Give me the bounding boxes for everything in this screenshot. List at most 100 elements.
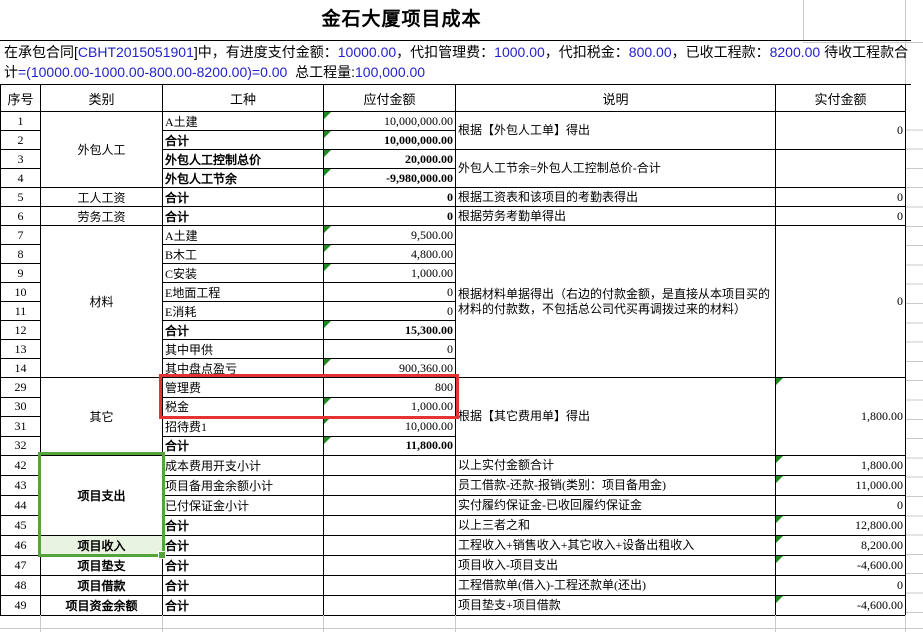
cell-row-number[interactable]: 10 [0,282,41,302]
cell-job[interactable]: C安装 [162,263,324,283]
cell-row-number[interactable]: 11 [0,301,41,321]
cell-row-number[interactable]: 49 [0,595,41,616]
col-header-amount-paid[interactable]: 实付金额 [775,84,906,112]
cell-amount-paid[interactable]: 0 [775,206,906,226]
cell-row-number[interactable]: 13 [0,339,41,359]
cell-amount-paid[interactable]: 11,000.00 [775,475,906,496]
cell-amount-paid[interactable]: 0 [775,575,906,596]
cell-amount-paid[interactable]: 1,800.00 [775,455,906,476]
cell-amount-due[interactable]: 0 [323,282,456,302]
cell-amount-due[interactable]: -9,980,000.00 [323,168,456,188]
cell-amount-due[interactable]: 10,000.00 [323,416,456,437]
cell-amount-due[interactable]: 15,300.00 [323,320,456,340]
cell-job[interactable]: E地面工程 [162,282,324,302]
cell-job[interactable]: 已付保证金小计 [162,495,324,516]
cell-note[interactable]: 根据【外包人工单】得出 [455,111,776,150]
cell-note[interactable]: 外包人工节余=外包人工控制总价-合计 [455,149,776,188]
cell-amount-due[interactable]: 900,360.00 [323,358,456,378]
cell-amount-due[interactable] [323,475,456,496]
cell-row-number[interactable]: 12 [0,320,41,340]
cell-row-number[interactable]: 45 [0,515,41,536]
cell-amount-paid[interactable]: 0 [775,187,906,207]
cell-row-number[interactable]: 31 [0,416,41,437]
cell-amount-due[interactable] [323,575,456,596]
cell-note[interactable]: 根据工资表和该项目的考勤表得出 [455,187,776,207]
cell-row-number[interactable]: 3 [0,149,41,169]
cell-row-number[interactable]: 30 [0,396,41,417]
cell-category[interactable]: 外包人工 [40,111,163,188]
cell-job[interactable]: 外包人工控制总价 [162,149,324,169]
cell-amount-due[interactable]: 0 [323,301,456,321]
cell-category[interactable]: 项目垫支 [40,555,163,576]
cell-row-number[interactable]: 1 [0,111,41,131]
cell-job[interactable]: 其中甲供 [162,339,324,359]
cell-amount-due[interactable]: 20,000.00 [323,149,456,169]
cell-category[interactable]: 项目支出 [40,455,163,536]
cell-row-number[interactable]: 43 [0,475,41,496]
cell-row-number[interactable]: 29 [0,377,41,398]
cell-note[interactable]: 工程借款单(借入)-工程还款单(还出) [455,575,776,596]
cell-note[interactable]: 项目收入-项目支出 [455,555,776,576]
cell-row-number[interactable]: 48 [0,575,41,596]
cell-job[interactable]: 合计 [162,435,324,456]
col-header-category[interactable]: 类别 [40,84,163,112]
cell-amount-due[interactable] [323,515,456,536]
cell-amount-due[interactable]: 9,500.00 [323,225,456,245]
cell-job[interactable]: 招待费1 [162,416,324,437]
cell-note[interactable]: 根据材料单据得出（右边的付款金额，是直接从本项目买的材料的付款数，不包括总公司代… [455,225,776,378]
cell-job[interactable]: 项目备用金余额小计 [162,475,324,496]
cell-note[interactable]: 以上实付金额合计 [455,455,776,476]
cell-job[interactable]: E消耗 [162,301,324,321]
cell-note[interactable]: 项目垫支+项目借款 [455,595,776,616]
cell-category[interactable]: 项目借款 [40,575,163,596]
cell-amount-paid[interactable]: -4,600.00 [775,595,906,616]
cell-row-number[interactable]: 8 [0,244,41,264]
cell-amount-due[interactable] [323,595,456,616]
cell-row-number[interactable]: 32 [0,435,41,456]
cell-job[interactable]: 合计 [162,555,324,576]
cell-job[interactable]: 税金 [162,396,324,417]
cell-row-number[interactable]: 47 [0,555,41,576]
cell-amount-paid[interactable]: 1,800.00 [775,377,906,456]
cell-amount-due[interactable]: 0 [323,339,456,359]
selection-fill-handle[interactable] [158,551,166,559]
col-header-job[interactable]: 工种 [162,84,324,112]
cell-amount-due[interactable]: 0 [323,206,456,226]
cell-row-number[interactable]: 44 [0,495,41,516]
cell-job[interactable]: 成本费用开支小计 [162,455,324,476]
cell-amount-paid[interactable]: 0 [775,111,906,150]
cell-note[interactable]: 根据【其它费用单】得出 [455,377,776,456]
cell-amount-paid[interactable]: 0 [775,225,906,378]
cell-amount-paid[interactable]: 12,800.00 [775,515,906,536]
cell-amount-due[interactable] [323,535,456,556]
cell-amount-due[interactable] [323,555,456,576]
cell-row-number[interactable]: 42 [0,455,41,476]
cell-row-number[interactable]: 7 [0,225,41,245]
cell-category[interactable]: 其它 [40,377,163,456]
cell-note[interactable]: 以上三者之和 [455,515,776,536]
cell-row-number[interactable]: 46 [0,535,41,556]
cell-row-number[interactable]: 5 [0,187,41,207]
cell-job[interactable]: 合计 [162,515,324,536]
cell-note[interactable]: 实付履约保证金-已收回履约保证金 [455,495,776,516]
col-header-amount-due[interactable]: 应付金额 [323,84,456,112]
cell-amount-due[interactable]: 1,000.00 [323,396,456,417]
cell-row-number[interactable]: 2 [0,130,41,150]
cell-note[interactable]: 工程收入+销售收入+其它收入+设备出租收入 [455,535,776,556]
cell-job[interactable]: A土建 [162,111,324,131]
cell-note[interactable]: 员工借款-还款-报销(类别：项目备用金) [455,475,776,496]
cell-category[interactable]: 工人工资 [40,187,163,207]
cell-job[interactable]: 合计 [162,535,324,556]
cell-row-number[interactable]: 9 [0,263,41,283]
cell-amount-due[interactable]: 10,000,000.00 [323,111,456,131]
cell-row-number[interactable]: 14 [0,358,41,378]
col-header-index[interactable]: 序号 [0,84,41,112]
cell-job[interactable]: 外包人工节余 [162,168,324,188]
cell-amount-due[interactable]: 11,800.00 [323,435,456,456]
cell-amount-due[interactable]: 1,000.00 [323,263,456,283]
cell-amount-paid[interactable]: 0 [775,495,906,516]
cell-amount-paid[interactable]: -4,600.00 [775,555,906,576]
cell-job[interactable]: 合计 [162,320,324,340]
cell-note[interactable]: 根据劳务考勤单得出 [455,206,776,226]
cell-job[interactable]: 合计 [162,187,324,207]
